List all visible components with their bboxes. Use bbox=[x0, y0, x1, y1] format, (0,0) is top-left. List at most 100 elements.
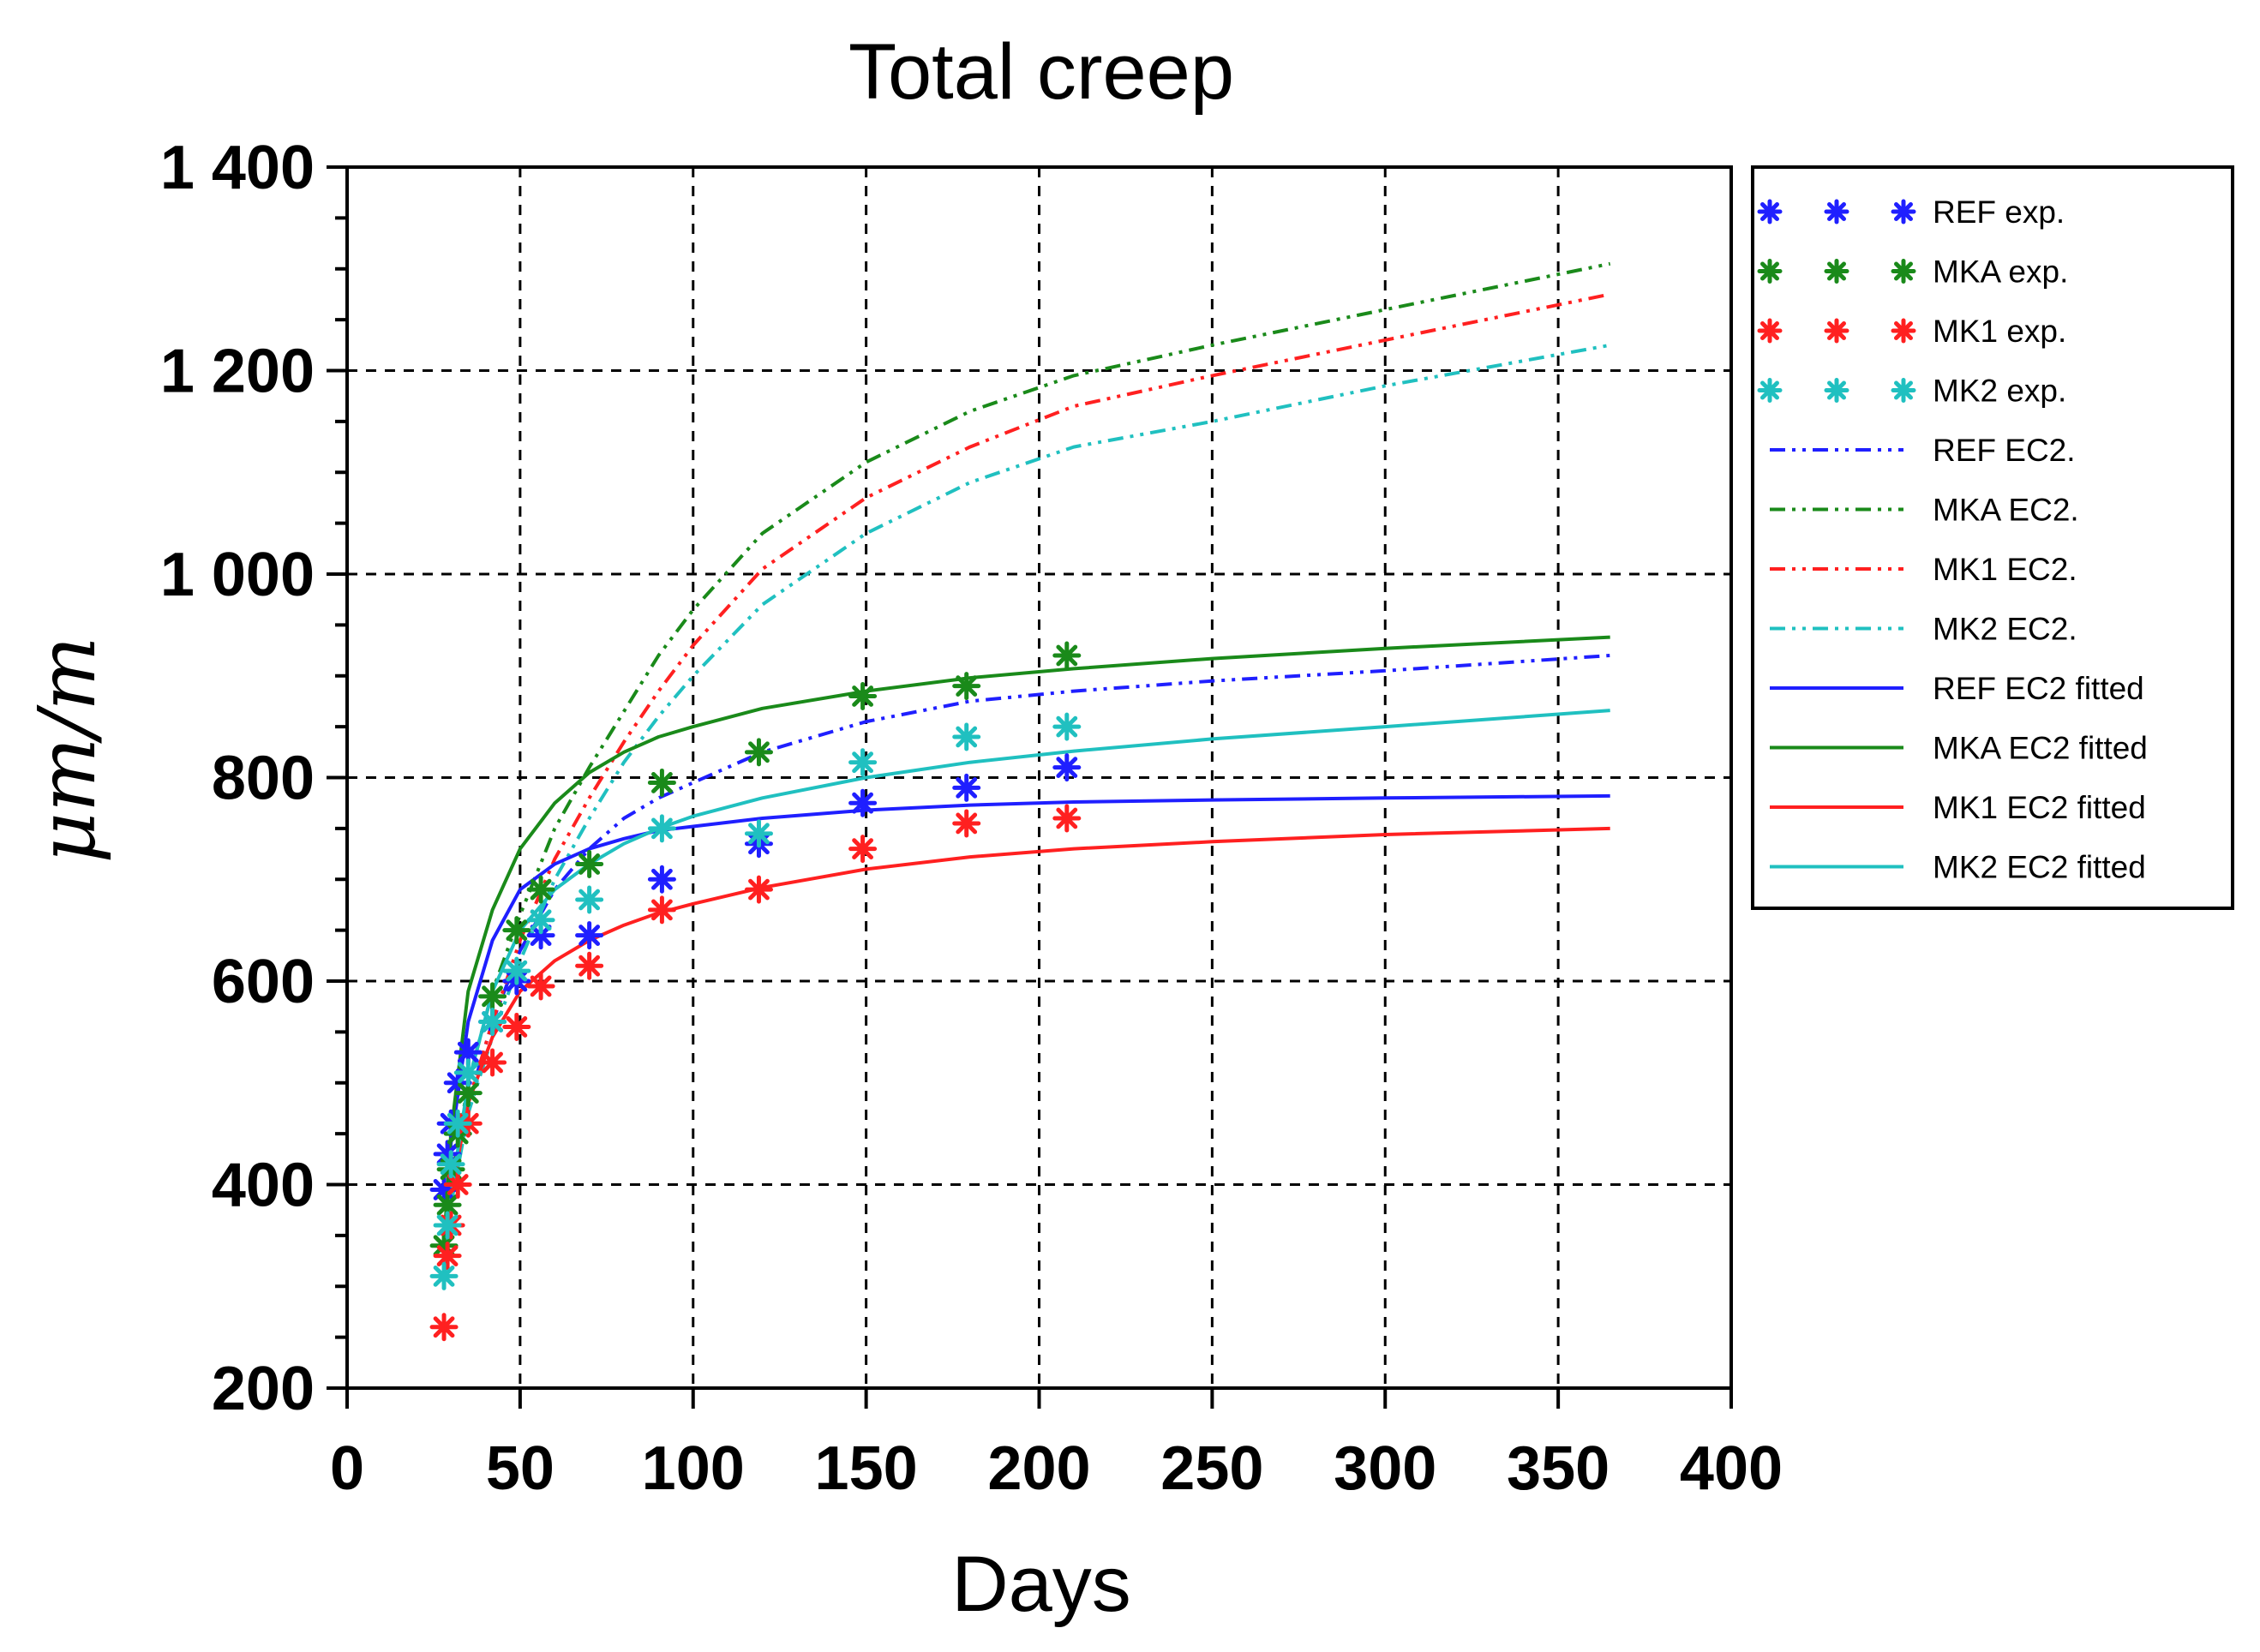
data-point bbox=[647, 814, 676, 843]
data-point bbox=[526, 875, 555, 904]
data-point bbox=[848, 788, 878, 817]
legend-item-ref-ec2: REF EC2. bbox=[1770, 433, 2076, 468]
legend-label: MK2 EC2 fitted bbox=[1933, 850, 2146, 885]
data-point bbox=[502, 1012, 531, 1041]
data-point bbox=[647, 895, 676, 925]
legend-label: MKA EC2 fitted bbox=[1933, 731, 2148, 766]
data-point bbox=[429, 1261, 459, 1290]
legend-item-mka-exp: MKA exp. bbox=[1757, 254, 2068, 290]
x-tick-label: 300 bbox=[1334, 1434, 1436, 1503]
data-point bbox=[436, 1150, 465, 1179]
x-tick-label: 50 bbox=[486, 1434, 555, 1503]
data-point bbox=[575, 951, 604, 980]
legend-item-mk2-ec2-fitted: MK2 EC2 fitted bbox=[1770, 850, 2146, 885]
data-point bbox=[647, 768, 676, 797]
legend-item-ref-ec2-fitted: REF EC2 fitted bbox=[1770, 671, 2144, 706]
x-tick-label: 200 bbox=[987, 1434, 1090, 1503]
data-point bbox=[429, 1313, 459, 1342]
legend-label: MK2 exp. bbox=[1933, 374, 2066, 409]
data-point bbox=[952, 773, 981, 802]
series-mk2-ec2 bbox=[442, 343, 1611, 1287]
x-tick-label: 250 bbox=[1160, 1434, 1263, 1503]
data-point bbox=[1052, 641, 1082, 670]
legend-label: REF EC2 fitted bbox=[1933, 671, 2144, 706]
data-point bbox=[1052, 712, 1082, 741]
data-point bbox=[478, 982, 507, 1011]
data-point bbox=[744, 875, 773, 904]
data-point bbox=[502, 956, 531, 985]
data-point bbox=[502, 916, 531, 945]
data-point bbox=[443, 1170, 472, 1199]
legend-item-mk1-ec2-fitted: MK1 EC2 fitted bbox=[1770, 790, 2146, 825]
y-tick-label: 400 bbox=[212, 1152, 315, 1220]
legend-marker bbox=[1757, 318, 1783, 344]
legend-marker bbox=[1824, 259, 1849, 284]
data-point bbox=[453, 1038, 483, 1067]
data-point bbox=[478, 1048, 507, 1077]
x-tick-label: 400 bbox=[1680, 1434, 1783, 1503]
legend-marker bbox=[1757, 378, 1783, 403]
legend-marker bbox=[1824, 318, 1849, 344]
legend-item-mk2-ec2: MK2 EC2. bbox=[1770, 612, 2077, 647]
legend-label: MKA exp. bbox=[1933, 254, 2068, 290]
legend-marker bbox=[1891, 199, 1916, 224]
x-tick-label: 150 bbox=[815, 1434, 918, 1503]
legend-item-ref-exp: REF exp. bbox=[1757, 195, 2065, 230]
data-point bbox=[952, 809, 981, 838]
y-tick-label: 1 200 bbox=[160, 338, 315, 406]
series-mka-ec2 bbox=[442, 261, 1611, 1266]
y-tick-label: 1 400 bbox=[160, 134, 315, 202]
data-point bbox=[433, 1211, 462, 1240]
series-ref-exp bbox=[429, 753, 1082, 1204]
y-tick-label: 200 bbox=[212, 1355, 315, 1423]
series-ref-ec2 bbox=[442, 654, 1610, 1287]
grid-lines bbox=[347, 167, 1731, 1388]
legend-item-mk1-ec2: MK1 EC2. bbox=[1770, 552, 2077, 587]
legend-label: MK1 EC2 fitted bbox=[1933, 790, 2146, 825]
data-point bbox=[647, 865, 676, 894]
data-point bbox=[952, 672, 981, 701]
data-point bbox=[848, 748, 878, 777]
series-mka-exp bbox=[429, 641, 1082, 1260]
y-tick-label: 600 bbox=[212, 948, 315, 1016]
legend-label: REF exp. bbox=[1933, 195, 2065, 230]
data-point bbox=[433, 1242, 462, 1271]
y-axis-label: μm/m bbox=[21, 636, 113, 863]
series-mk2-exp bbox=[429, 712, 1082, 1290]
legend-item-mk1-exp: MK1 exp. bbox=[1757, 314, 2066, 349]
x-tick-label: 0 bbox=[330, 1434, 364, 1503]
legend-label: MK2 EC2. bbox=[1933, 612, 2077, 647]
legend-marker bbox=[1891, 259, 1916, 284]
x-tick-label: 350 bbox=[1507, 1434, 1610, 1503]
legend-label: REF EC2. bbox=[1933, 433, 2076, 468]
data-point bbox=[575, 921, 604, 950]
legend-item-mka-ec2: MKA EC2. bbox=[1770, 493, 2079, 528]
x-tick-label: 100 bbox=[642, 1434, 745, 1503]
data-point bbox=[526, 972, 555, 1001]
data-point bbox=[575, 849, 604, 878]
y-tick-label: 800 bbox=[212, 745, 315, 813]
legend-marker bbox=[1891, 378, 1916, 403]
series-ref-ec2-fitted bbox=[442, 793, 1610, 1256]
plot-series bbox=[429, 261, 1611, 1342]
legend-label: MKA EC2. bbox=[1933, 493, 2079, 528]
legend-marker bbox=[1824, 378, 1849, 403]
data-point bbox=[453, 1058, 483, 1087]
legend-marker bbox=[1824, 199, 1849, 224]
data-point bbox=[1052, 753, 1082, 782]
legend-box bbox=[1751, 165, 2234, 910]
x-axis-label: Days bbox=[951, 1541, 1131, 1628]
series-mk1-exp bbox=[429, 804, 1082, 1342]
y-tick-label: 1 000 bbox=[160, 541, 315, 609]
legend-marker bbox=[1757, 199, 1783, 224]
data-point bbox=[575, 885, 604, 914]
data-point bbox=[848, 682, 878, 710]
data-point bbox=[443, 1109, 472, 1138]
series-mk1-ec2 bbox=[442, 292, 1611, 1277]
series-mka-ec2-fitted bbox=[442, 635, 1610, 1246]
legend-marker bbox=[1891, 318, 1916, 344]
data-point bbox=[744, 819, 773, 848]
chart-title: Total creep bbox=[848, 28, 1234, 116]
legend-label: MK1 EC2. bbox=[1933, 552, 2077, 587]
